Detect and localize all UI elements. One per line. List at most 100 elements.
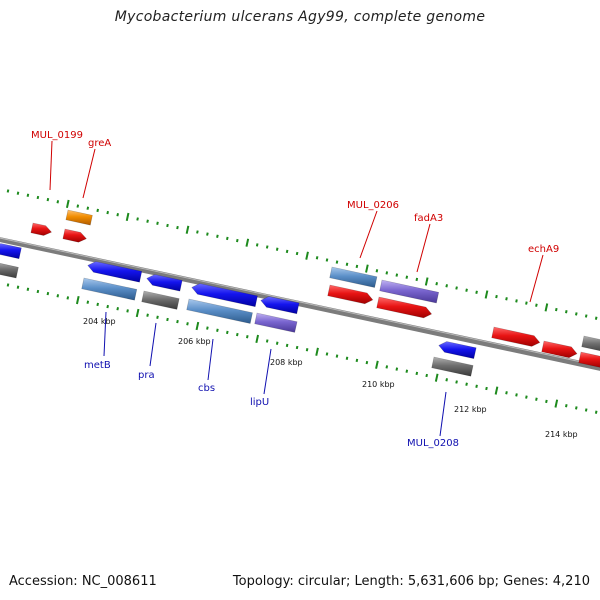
kbp-label: 210 kbp <box>362 380 395 389</box>
gene-label-reverse[interactable]: MUL_0208 <box>407 438 459 449</box>
tick-mark <box>56 294 60 298</box>
kbp-label: 204 kbp <box>83 317 116 326</box>
gene-label-forward[interactable]: fadA3 <box>414 213 443 224</box>
tick-mark <box>315 347 319 356</box>
gene-arrows <box>0 209 600 377</box>
tick-mark <box>265 245 269 249</box>
tick-mark <box>226 236 229 241</box>
gene-arrow <box>0 262 19 279</box>
tick-mark <box>575 312 578 316</box>
tick-mark <box>36 195 40 200</box>
tick-mark <box>146 313 149 317</box>
tick-mark <box>395 367 399 371</box>
tick-mark <box>484 290 489 299</box>
gene-arrow <box>87 261 143 283</box>
tick-mark <box>395 273 399 277</box>
genome-backbone <box>0 237 600 371</box>
tick-mark <box>445 378 448 382</box>
tick-mark <box>106 210 109 215</box>
tick-mark <box>515 299 518 303</box>
tick-mark <box>594 316 598 320</box>
gene-label-forward[interactable]: MUL_0199 <box>31 130 83 141</box>
gene-label-forward[interactable]: MUL_0206 <box>347 200 399 211</box>
gene-label-reverse[interactable]: metB <box>84 360 111 371</box>
tick-mark <box>136 217 139 221</box>
tick-mark <box>495 294 498 299</box>
gene-arrow <box>81 277 138 301</box>
tick-mark <box>255 243 259 247</box>
tick-mark <box>475 290 478 294</box>
gene-arrow <box>581 335 600 352</box>
tick-mark <box>36 289 40 294</box>
tick-mark <box>46 197 50 202</box>
tick-mark <box>246 335 249 339</box>
tick-mark <box>285 249 289 254</box>
tick-mark <box>545 399 548 404</box>
tick-mark <box>275 247 279 251</box>
tick-mark <box>245 238 250 247</box>
gene-arrow <box>191 283 258 308</box>
tick-mark <box>375 360 379 369</box>
gene-label-reverse[interactable]: cbs <box>198 383 215 394</box>
tick-mark <box>86 300 90 304</box>
gene-label-reverse[interactable]: pra <box>138 370 155 381</box>
tick-mark <box>46 291 50 296</box>
tick-mark <box>494 386 499 395</box>
gene-arrow <box>327 284 374 305</box>
tick-mark <box>445 284 448 288</box>
tick-mark <box>156 221 159 225</box>
label-leader-line <box>359 210 378 259</box>
tick-mark <box>76 204 80 208</box>
gene-label-reverse[interactable]: lipU <box>250 397 269 408</box>
tick-mark <box>236 238 239 243</box>
tick-mark <box>166 223 169 228</box>
tick-mark <box>206 326 209 330</box>
tick-mark <box>176 225 179 230</box>
gene-arrow <box>541 340 578 359</box>
gene-arrow <box>141 290 180 310</box>
tick-mark <box>216 328 219 332</box>
gene-arrow <box>146 274 183 292</box>
tick-mark <box>75 295 80 305</box>
tick-mark <box>116 213 119 217</box>
tick-mark <box>26 287 30 291</box>
tick-mark <box>226 330 229 335</box>
tick-mark <box>6 189 10 193</box>
gene-label-forward[interactable]: greA <box>88 138 111 149</box>
tick-mark <box>65 199 70 209</box>
tick-mark <box>385 365 389 369</box>
tick-mark <box>126 309 129 313</box>
label-leader-line <box>439 391 447 437</box>
tick-mark <box>565 404 568 408</box>
label-leader-line <box>416 223 431 273</box>
tick-mark <box>424 277 429 286</box>
tick-mark <box>125 212 130 222</box>
tick-mark <box>345 262 349 266</box>
tick-mark <box>425 373 428 378</box>
tick-mark <box>405 369 409 373</box>
tick-mark <box>185 225 190 234</box>
tick-mark <box>146 219 149 223</box>
gene-label-forward[interactable]: echA9 <box>528 244 559 255</box>
label-leader-line <box>207 338 214 381</box>
gene-arrow <box>254 312 298 333</box>
genome-summary-text: Topology: circular; Length: 5,631,606 bp… <box>232 574 590 589</box>
label-leader-line <box>529 254 544 303</box>
tick-mark <box>295 345 299 350</box>
tick-mark <box>455 380 458 384</box>
gene-arrow <box>65 209 93 226</box>
tick-mark <box>285 343 289 348</box>
tick-mark <box>116 307 119 311</box>
tick-mark <box>375 269 379 273</box>
tick-mark <box>355 358 359 363</box>
tick-mark <box>186 322 189 326</box>
label-leader-lines <box>49 140 544 437</box>
tick-mark <box>156 315 159 319</box>
tick-mark <box>535 303 538 307</box>
tick-mark <box>255 334 260 344</box>
tick-mark <box>465 288 468 292</box>
tick-mark <box>315 256 319 260</box>
tick-mark <box>56 200 60 204</box>
tick-mark <box>415 277 419 282</box>
